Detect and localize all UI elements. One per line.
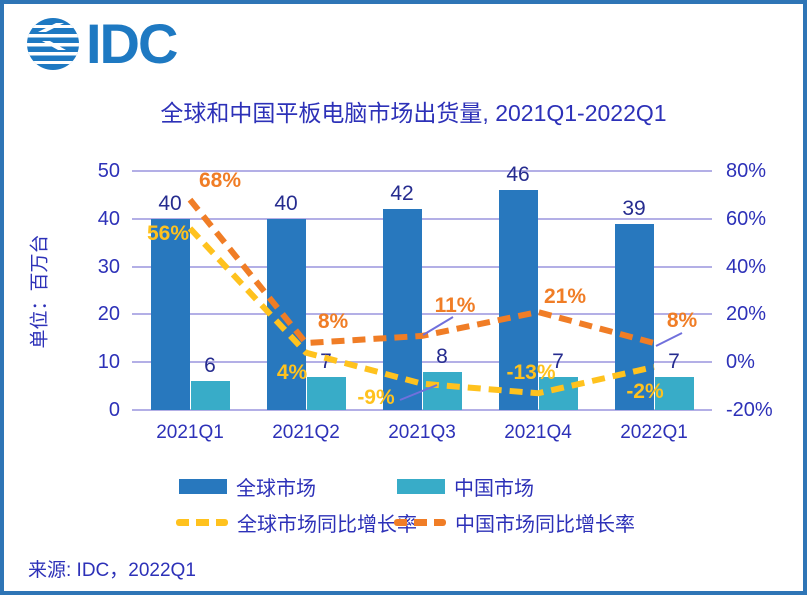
legend-label: 全球市场 — [236, 477, 316, 500]
china-bar — [190, 381, 230, 410]
gridline — [132, 217, 712, 220]
legend-item-china-growth: 中国市场同比增长率 — [394, 510, 635, 536]
legend-label: 全球市场同比增长率 — [237, 513, 417, 536]
legend-item-china-market: 中国市场 — [397, 474, 534, 500]
gridline — [132, 265, 712, 268]
bar-value-label: 6 — [204, 354, 216, 378]
legend-item-global-growth: 全球市场同比增长率 — [176, 510, 417, 536]
global-bar — [150, 218, 190, 410]
chart-title: 全球和中国平板电脑市场出货量, 2021Q1-2022Q1 — [160, 100, 667, 126]
bar-value-label: 39 — [622, 196, 646, 220]
bar-value-label: 7 — [552, 349, 564, 373]
bar-value-label: 46 — [506, 163, 530, 187]
category-label: 2021Q4 — [504, 422, 572, 443]
line-value-label: 11% — [434, 293, 476, 317]
category-label: 2021Q2 — [272, 422, 340, 443]
right-axis-tick-label: -20% — [726, 399, 773, 421]
china-growth-swatch — [394, 518, 446, 526]
china-market-swatch — [397, 478, 445, 494]
right-axis-tick-label: 0% — [726, 351, 755, 374]
left-axis-tick-label: 30 — [97, 255, 120, 278]
line-value-label: -2% — [626, 379, 664, 403]
gridline — [132, 170, 712, 172]
category-label: 2022Q1 — [620, 422, 688, 443]
idc-logo-text: IDC — [86, 12, 178, 75]
category-label: 2021Q3 — [388, 422, 456, 443]
line-value-label: 21% — [543, 285, 587, 308]
left-axis-tick-label: 0 — [108, 399, 120, 421]
leader-line — [655, 332, 683, 347]
leader-line — [399, 384, 438, 401]
china-bar — [306, 376, 346, 410]
left-axis-tick-label: 10 — [97, 351, 120, 374]
line-value-label: 8% — [317, 310, 349, 334]
gridline — [132, 409, 712, 411]
category-label: 2021Q1 — [156, 422, 224, 443]
gridline — [132, 361, 712, 364]
bar-value-label: 7 — [320, 349, 332, 373]
china-bar — [654, 376, 694, 410]
legend-item-global-market: 全球市场 — [179, 474, 316, 500]
idc-globe-icon — [27, 18, 79, 70]
global-bar — [266, 218, 306, 410]
legend-label: 中国市场 — [454, 477, 534, 500]
source-note: 来源: IDC，2022Q1 — [28, 560, 196, 581]
china-bar — [538, 376, 578, 410]
right-axis-tick-label: 60% — [726, 207, 767, 230]
right-axis-tick-label: 40% — [726, 255, 767, 278]
idc-logo: IDC — [26, 12, 178, 75]
growth-lines-layer — [187, 197, 683, 401]
legend-label: 中国市场同比增长率 — [455, 513, 635, 536]
right-axis-tick-label: 80% — [726, 160, 767, 182]
y-axis-title: 单位：百万台 — [29, 234, 51, 349]
global-bar — [614, 223, 654, 410]
gridline — [132, 313, 712, 316]
right-axis-tick-label: 20% — [726, 303, 767, 326]
global-growth-swatch — [176, 518, 228, 526]
line-value-label: 8% — [666, 309, 698, 333]
global-market-swatch — [179, 478, 227, 494]
line-value-label: -9% — [357, 385, 395, 409]
bar-value-label: 40 — [274, 191, 298, 215]
line-value-label: 4% — [276, 360, 308, 384]
china-growth-line — [187, 197, 655, 347]
global-growth-line — [187, 226, 655, 397]
bar-value-label: 8 — [436, 344, 448, 368]
global-bar — [382, 209, 422, 410]
bar-value-label: 7 — [668, 349, 680, 373]
bar-value-label: 42 — [390, 182, 414, 206]
china-bar — [422, 371, 462, 410]
line-value-label: 56% — [146, 222, 190, 246]
bar-value-label: 40 — [158, 191, 182, 215]
left-axis-tick-label: 50 — [97, 160, 120, 182]
line-value-label: 68% — [198, 168, 242, 192]
leader-line — [422, 316, 454, 336]
left-axis-tick-label: 40 — [97, 207, 120, 230]
plot-area: 50 80% 40 60% 30 40% 20 20% 10 0% 0 -20% 2021Q1 2021Q… — [4, 4, 803, 591]
line-value-label: -13% — [506, 361, 556, 385]
global-bar — [498, 190, 538, 410]
left-axis-tick-label: 20 — [97, 303, 120, 326]
